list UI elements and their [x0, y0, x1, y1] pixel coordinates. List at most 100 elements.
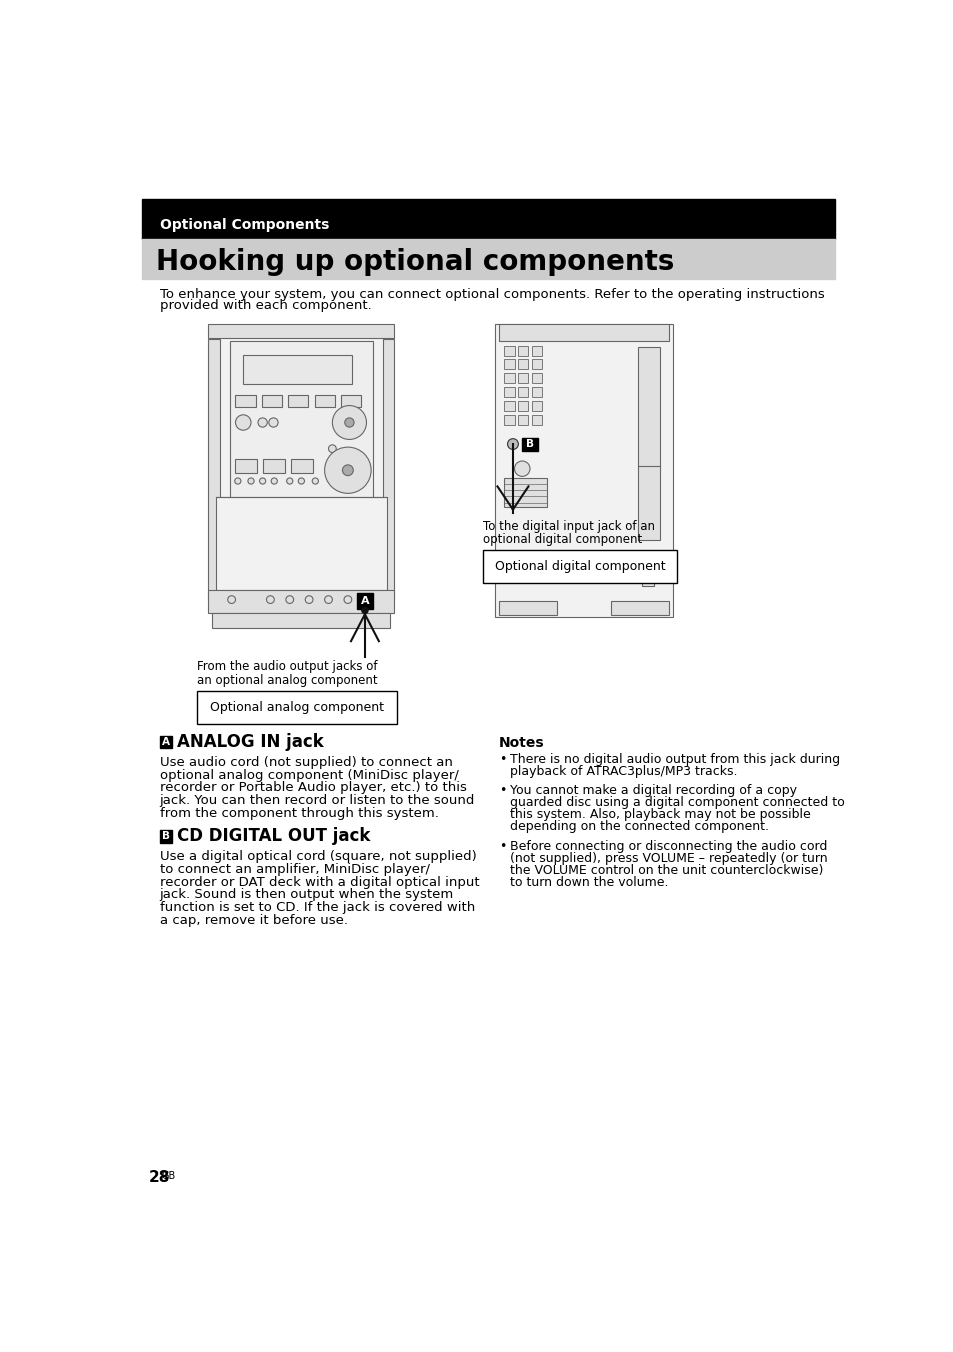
Text: this system. Also, playback may not be possible: this system. Also, playback may not be p… — [509, 808, 810, 821]
Text: provided with each component.: provided with each component. — [159, 299, 371, 312]
Bar — [611, 602, 669, 615]
Circle shape — [305, 596, 313, 603]
Text: (not supplied), press VOLUME – repeatedly (or turn: (not supplied), press VOLUME – repeatedl… — [509, 852, 826, 865]
Circle shape — [248, 479, 253, 484]
Text: CD DIGITAL OUT jack: CD DIGITAL OUT jack — [176, 827, 370, 845]
Bar — [208, 339, 220, 602]
Text: optional digital component: optional digital component — [483, 533, 642, 546]
Bar — [504, 387, 514, 397]
Bar — [498, 602, 557, 615]
Bar — [235, 395, 255, 407]
Bar — [521, 438, 537, 452]
Text: recorder or DAT deck with a digital optical input: recorder or DAT deck with a digital opti… — [159, 876, 478, 888]
Circle shape — [507, 438, 517, 449]
Bar — [532, 360, 542, 369]
Bar — [498, 324, 669, 341]
Bar — [517, 387, 528, 397]
Bar — [340, 395, 360, 407]
Text: ANALOG IN jack: ANALOG IN jack — [176, 733, 323, 752]
Text: You cannot make a digital recording of a copy: You cannot make a digital recording of a… — [509, 784, 796, 798]
Text: playback of ATRAC3plus/MP3 tracks.: playback of ATRAC3plus/MP3 tracks. — [509, 765, 737, 777]
Circle shape — [271, 479, 277, 484]
Bar — [517, 346, 528, 356]
Bar — [235, 458, 257, 473]
Text: a cap, remove it before use.: a cap, remove it before use. — [159, 914, 347, 926]
Bar — [159, 735, 172, 748]
Text: Use audio cord (not supplied) to connect an: Use audio cord (not supplied) to connect… — [159, 756, 452, 769]
Bar — [212, 612, 390, 629]
Text: From the audio output jacks of: From the audio output jacks of — [196, 660, 376, 673]
Circle shape — [324, 448, 371, 493]
Text: depending on the connected component.: depending on the connected component. — [509, 821, 768, 833]
Bar — [208, 324, 394, 338]
Bar — [263, 458, 285, 473]
Text: GB: GB — [161, 1171, 175, 1180]
Text: •: • — [498, 840, 506, 853]
Bar — [504, 402, 514, 411]
Circle shape — [269, 418, 278, 427]
Bar — [208, 589, 394, 612]
Bar — [291, 458, 313, 473]
Text: There is no digital audio output from this jack during: There is no digital audio output from th… — [509, 753, 839, 765]
Text: A: A — [360, 596, 369, 606]
Bar — [532, 373, 542, 383]
Text: the VOLUME control on the unit counterclockwise): the VOLUME control on the unit countercl… — [509, 864, 822, 876]
Text: optional analog component (MiniDisc player/: optional analog component (MiniDisc play… — [159, 769, 458, 781]
Circle shape — [328, 445, 335, 453]
Circle shape — [298, 479, 304, 484]
Bar — [243, 354, 352, 384]
Circle shape — [259, 479, 266, 484]
Bar — [532, 402, 542, 411]
Bar — [196, 691, 396, 723]
Bar — [517, 402, 528, 411]
Circle shape — [361, 607, 368, 614]
Circle shape — [342, 465, 353, 476]
Text: Optional Components: Optional Components — [159, 219, 329, 233]
Bar — [532, 346, 542, 356]
Text: Optional analog component: Optional analog component — [210, 700, 383, 714]
Bar — [288, 395, 308, 407]
Text: from the component through this system.: from the component through this system. — [159, 807, 438, 819]
Circle shape — [286, 479, 293, 484]
Text: to connect an amplifier, MiniDisc player/: to connect an amplifier, MiniDisc player… — [159, 863, 429, 876]
Text: to turn down the volume.: to turn down the volume. — [509, 876, 668, 888]
Bar — [504, 479, 546, 507]
Circle shape — [344, 418, 354, 427]
Bar — [504, 346, 514, 356]
Bar — [216, 498, 386, 589]
Bar — [382, 339, 394, 602]
Text: B: B — [162, 831, 170, 841]
Text: •: • — [498, 784, 506, 798]
Bar — [532, 415, 542, 425]
Bar — [159, 830, 172, 842]
Bar — [504, 360, 514, 369]
Circle shape — [286, 596, 294, 603]
Text: Hooking up optional components: Hooking up optional components — [156, 249, 674, 276]
Bar — [230, 341, 373, 572]
Circle shape — [324, 596, 332, 603]
Bar — [638, 347, 659, 539]
Circle shape — [234, 479, 241, 484]
Text: jack. You can then record or listen to the sound: jack. You can then record or listen to t… — [159, 794, 475, 807]
Bar — [142, 199, 835, 239]
Bar — [495, 324, 673, 617]
Text: an optional analog component: an optional analog component — [196, 673, 377, 687]
Text: Optional digital component: Optional digital component — [495, 560, 665, 573]
Text: Before connecting or disconnecting the audio cord: Before connecting or disconnecting the a… — [509, 840, 826, 853]
Bar — [314, 395, 335, 407]
Bar — [504, 415, 514, 425]
Bar — [517, 415, 528, 425]
Text: A: A — [162, 737, 170, 748]
Text: Use a digital optical cord (square, not supplied): Use a digital optical cord (square, not … — [159, 850, 476, 863]
Bar — [216, 327, 386, 621]
Text: guarded disc using a digital component connected to: guarded disc using a digital component c… — [509, 796, 843, 810]
Bar — [517, 360, 528, 369]
Text: function is set to CD. If the jack is covered with: function is set to CD. If the jack is co… — [159, 900, 475, 914]
Text: To the digital input jack of an: To the digital input jack of an — [483, 519, 655, 533]
Bar — [532, 387, 542, 397]
Circle shape — [235, 415, 251, 430]
Text: recorder or Portable Audio player, etc.) to this: recorder or Portable Audio player, etc.)… — [159, 781, 466, 795]
Circle shape — [514, 461, 530, 476]
Circle shape — [266, 596, 274, 603]
Circle shape — [312, 479, 318, 484]
